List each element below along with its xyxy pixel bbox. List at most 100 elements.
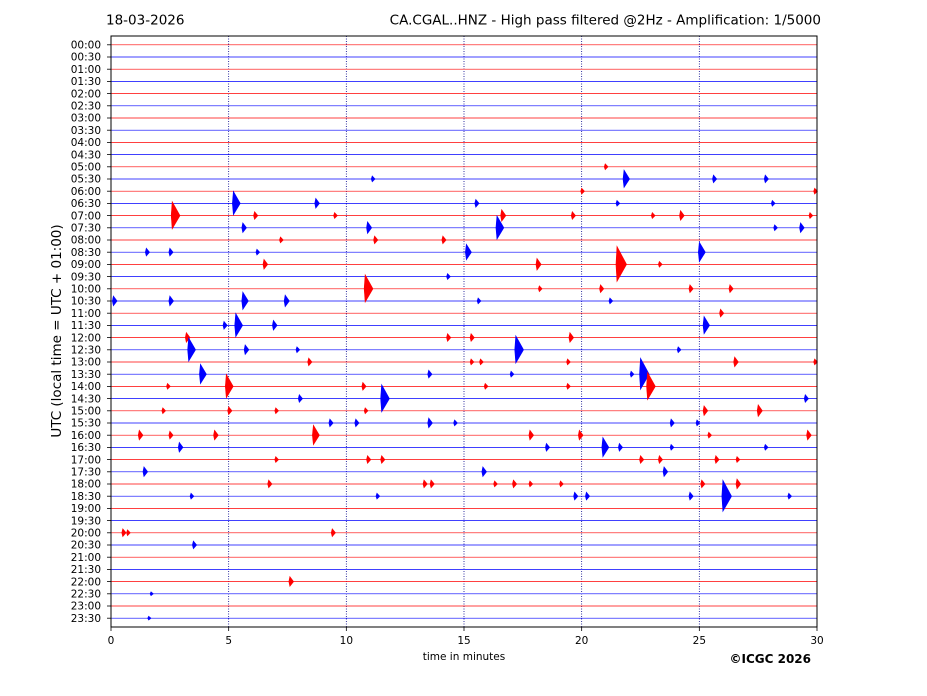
seismic-event (243, 344, 250, 356)
seismic-event (483, 382, 489, 390)
seismic-event (481, 466, 487, 478)
seismic-event (234, 312, 243, 338)
row-label: 01:30 (71, 76, 101, 88)
row-label: 06:00 (71, 186, 101, 198)
seismic-event (168, 247, 174, 257)
row-label: 05:00 (71, 162, 101, 174)
seismic-event (676, 346, 682, 354)
seismic-event (380, 383, 390, 413)
seismic-event (658, 260, 663, 268)
seismic-event (700, 479, 706, 489)
seismic-event (222, 320, 228, 330)
seismic-event (307, 357, 313, 367)
seismic-event (474, 198, 480, 208)
seismic-event (545, 442, 551, 452)
row-label: 08:30 (71, 247, 101, 259)
row-label: 23:00 (71, 601, 101, 613)
seismic-event (712, 174, 718, 184)
x-tick-label: 15 (457, 635, 470, 647)
seismic-event (615, 245, 627, 283)
row-label: 07:00 (71, 210, 101, 222)
seismic-event (773, 224, 778, 232)
seismic-event (161, 407, 167, 415)
seismic-event (295, 346, 301, 354)
seismic-event (763, 443, 769, 451)
seismic-event (185, 331, 191, 344)
seismic-event (735, 456, 741, 463)
chart-title: CA.CGAL..HNZ - High pass filtered @2Hz -… (390, 13, 821, 29)
row-label: 21:00 (71, 552, 101, 564)
seismic-event (500, 208, 507, 223)
seismic-event (618, 442, 624, 452)
seismic-event (537, 285, 543, 293)
row-label: 03:00 (71, 113, 101, 125)
seismic-event (495, 214, 505, 241)
seismic-event (272, 319, 278, 331)
row-label: 14:30 (71, 393, 101, 405)
seismic-event (719, 308, 725, 318)
seismic-event (373, 235, 379, 245)
seismic-event (509, 370, 515, 378)
seismic-event (168, 430, 174, 440)
seismic-event (427, 417, 433, 429)
y-axis-label: UTC (local time = UTC + 01:00) (49, 224, 65, 437)
seismic-event (453, 419, 458, 427)
x-axis-ticks: 0 5 10 15 20 25 30 (108, 627, 824, 647)
x-tick-label: 10 (340, 635, 353, 647)
seismic-event (728, 284, 734, 294)
seismic-event (787, 492, 793, 500)
seismic-event (147, 615, 152, 621)
seismic-event (535, 257, 542, 271)
row-label: 21:30 (71, 564, 101, 576)
seismic-event (144, 247, 150, 257)
seismic-event (669, 418, 675, 428)
seismic-event (528, 429, 535, 441)
seismic-event (615, 199, 621, 207)
seismic-event (688, 491, 694, 501)
seismic-event (566, 382, 571, 390)
row-label: 20:30 (71, 540, 101, 552)
seismic-event (177, 441, 184, 453)
seismic-event (585, 491, 591, 501)
row-label: 10:30 (71, 296, 101, 308)
seismic-event (274, 407, 280, 415)
seismic-event (149, 591, 154, 597)
row-label: 11:30 (71, 320, 101, 332)
seismic-event (568, 331, 575, 344)
row-label: 19:00 (71, 503, 101, 515)
seismic-event (566, 358, 571, 366)
row-label: 15:00 (71, 406, 101, 418)
seismic-event (328, 418, 334, 428)
seismic-event (333, 212, 338, 219)
seismic-event (354, 418, 360, 428)
seismic-event (679, 209, 685, 222)
seismic-event (714, 454, 720, 465)
row-label: 20:00 (71, 528, 101, 540)
seismic-event (142, 466, 149, 478)
seismic-event (721, 479, 732, 513)
seismic-event (493, 480, 498, 488)
x-tick-label: 0 (108, 635, 115, 647)
row-label: 16:30 (71, 442, 101, 454)
seismic-event (707, 431, 713, 439)
row-label: 13:00 (71, 357, 101, 369)
row-label: 12:30 (71, 345, 101, 357)
row-label: 19:30 (71, 515, 101, 527)
seismic-event (227, 406, 233, 416)
seismic-event (232, 190, 241, 216)
seismic-event (599, 284, 605, 294)
seismic-event (170, 200, 181, 230)
seismic-event (756, 404, 763, 418)
seismic-event (213, 429, 219, 441)
seismic-event (669, 443, 675, 451)
row-label: 23:30 (71, 613, 101, 625)
x-tick-label: 20 (575, 635, 588, 647)
row-label: 06:30 (71, 198, 101, 210)
row-label: 22:30 (71, 589, 101, 601)
seismic-event (514, 334, 524, 365)
seismic-event (578, 429, 584, 441)
seismic-event (422, 479, 428, 489)
row-label: 15:30 (71, 418, 101, 430)
row-label: 09:00 (71, 259, 101, 271)
